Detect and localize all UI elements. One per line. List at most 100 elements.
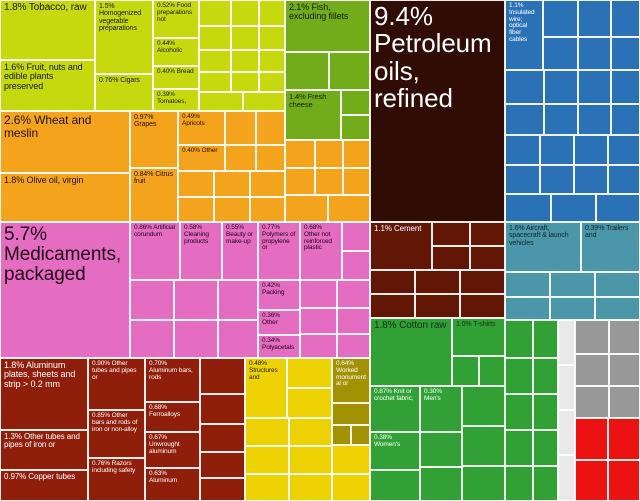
treemap-cell[interactable] — [178, 171, 214, 197]
treemap-cell[interactable] — [174, 280, 218, 320]
treemap-cell[interactable] — [329, 52, 370, 90]
treemap-cell[interactable] — [343, 140, 370, 168]
treemap-cell[interactable] — [420, 432, 462, 467]
treemap-cell[interactable] — [533, 394, 558, 430]
treemap-cell[interactable]: 2.6% Wheat and meslin — [0, 111, 130, 173]
treemap-cell[interactable] — [225, 111, 256, 145]
treemap-cell[interactable] — [287, 358, 332, 388]
treemap-cell[interactable] — [370, 270, 415, 294]
treemap-cell[interactable] — [214, 171, 250, 197]
treemap-cell[interactable] — [199, 0, 231, 26]
treemap-cell[interactable] — [420, 467, 462, 501]
treemap-cell[interactable] — [285, 52, 329, 90]
treemap-cell[interactable] — [543, 0, 578, 37]
treemap-cell[interactable]: 0.49% Apricots — [178, 111, 225, 145]
treemap-cell[interactable]: 0.76% Razors including safety — [88, 458, 145, 501]
treemap-cell[interactable] — [505, 104, 544, 135]
treemap-cell[interactable] — [505, 194, 551, 222]
treemap-cell[interactable] — [289, 446, 332, 474]
treemap-cell[interactable]: 1.3% Other tubes and pipes of iron or — [0, 430, 88, 470]
treemap-cell[interactable]: 0.97% Grapes — [130, 111, 178, 168]
treemap-cell[interactable] — [245, 446, 289, 474]
treemap-cell[interactable]: 9.4% Petroleum oils, refined — [370, 0, 505, 222]
treemap-cell[interactable]: 0.77% Polymers of propylene or — [258, 222, 300, 280]
treemap-cell[interactable] — [578, 70, 611, 104]
treemap-cell[interactable]: 0.42% Packing — [258, 280, 300, 310]
treemap-cell[interactable] — [575, 460, 608, 501]
treemap-cell[interactable] — [415, 294, 460, 318]
treemap-cell[interactable] — [544, 104, 578, 135]
treemap-cell[interactable]: 1.4% Fresh cheese — [285, 90, 341, 140]
treemap-cell[interactable]: 0.58% Cleaning products — [180, 222, 222, 280]
treemap-cell[interactable] — [250, 171, 285, 197]
treemap-cell[interactable] — [332, 425, 351, 445]
treemap-cell[interactable] — [578, 37, 611, 70]
treemap-cell[interactable] — [505, 358, 533, 394]
treemap-cell[interactable]: 1.6% Fruit, nuts and edible plants prese… — [0, 60, 95, 111]
treemap-cell[interactable]: 0.48% Structures and — [245, 358, 287, 418]
treemap-cell[interactable] — [285, 195, 328, 222]
treemap-cell[interactable] — [200, 424, 245, 452]
treemap-cell[interactable]: 0.85% Other bars and rods of iron or non… — [88, 410, 145, 458]
treemap-cell[interactable] — [199, 72, 231, 92]
treemap-cell[interactable] — [231, 26, 259, 50]
treemap-cell[interactable] — [174, 320, 218, 358]
treemap-cell[interactable] — [452, 356, 479, 386]
treemap-cell[interactable] — [245, 418, 289, 446]
treemap-cell[interactable] — [479, 356, 505, 386]
treemap-cell[interactable] — [505, 394, 533, 430]
treemap-cell[interactable]: 0.44% Alcoholic — [153, 38, 199, 66]
treemap-cell[interactable]: 0.90% Other tubes and pipes or — [88, 358, 145, 410]
treemap-cell[interactable] — [328, 195, 370, 222]
treemap-cell[interactable]: 0.76% Cigars — [95, 74, 153, 111]
treemap-cell[interactable] — [558, 455, 575, 501]
treemap-cell[interactable]: 0.30% Men's — [420, 386, 462, 432]
treemap-cell[interactable]: 0.68% Other not reinforced plastic — [300, 222, 342, 280]
treemap-cell[interactable] — [231, 72, 259, 92]
treemap-cell[interactable] — [245, 474, 289, 501]
treemap-cell[interactable] — [543, 37, 578, 70]
treemap-cell[interactable] — [285, 140, 315, 168]
treemap-cell[interactable] — [540, 165, 574, 194]
treemap-cell[interactable]: 0.34% Polyacetals — [258, 335, 300, 358]
treemap-cell[interactable] — [370, 294, 415, 318]
treemap-cell[interactable]: 1.1% Insulated wire; optical fiber cable… — [505, 0, 543, 70]
treemap-cell[interactable] — [315, 168, 343, 195]
treemap-cell[interactable] — [432, 222, 470, 246]
treemap-cell[interactable] — [300, 308, 337, 334]
treemap-cell[interactable] — [578, 104, 611, 135]
treemap-cell[interactable] — [341, 90, 370, 115]
treemap-cell[interactable] — [595, 297, 640, 320]
treemap-cell[interactable] — [540, 135, 574, 165]
treemap-cell[interactable] — [558, 365, 575, 410]
treemap-cell[interactable]: 1.8% Cotton raw — [370, 318, 452, 386]
treemap-cell[interactable] — [462, 386, 505, 426]
treemap-cell[interactable] — [259, 26, 285, 50]
treemap-cell[interactable] — [608, 418, 640, 460]
treemap-cell[interactable] — [550, 297, 595, 320]
treemap-cell[interactable] — [337, 280, 370, 308]
treemap-cell[interactable] — [533, 358, 558, 394]
treemap-cell[interactable] — [243, 92, 285, 111]
treemap-cell[interactable]: 0.67% Unwrought aluminum — [145, 432, 200, 468]
treemap-cell[interactable] — [575, 418, 608, 460]
treemap-cell[interactable] — [558, 320, 575, 365]
treemap-cell[interactable] — [289, 474, 332, 501]
treemap-cell[interactable] — [315, 140, 343, 168]
treemap-cell[interactable] — [200, 452, 245, 478]
treemap-cell[interactable] — [505, 135, 540, 165]
treemap-cell[interactable] — [256, 145, 285, 171]
treemap-cell[interactable] — [575, 320, 609, 354]
treemap-cell[interactable] — [351, 425, 370, 445]
treemap-cell[interactable]: 0.52% Food preparations not — [153, 0, 199, 38]
treemap-cell[interactable] — [470, 246, 505, 270]
treemap-cell[interactable] — [332, 403, 370, 425]
treemap-cell[interactable] — [505, 165, 540, 194]
treemap-cell[interactable] — [574, 135, 608, 165]
treemap-cell[interactable] — [300, 334, 337, 358]
treemap-cell[interactable] — [250, 197, 285, 222]
treemap-cell[interactable] — [505, 70, 544, 104]
treemap-cell[interactable] — [341, 115, 370, 140]
treemap-cell[interactable]: 0.40% Other — [178, 145, 225, 171]
treemap-cell[interactable] — [259, 72, 285, 92]
